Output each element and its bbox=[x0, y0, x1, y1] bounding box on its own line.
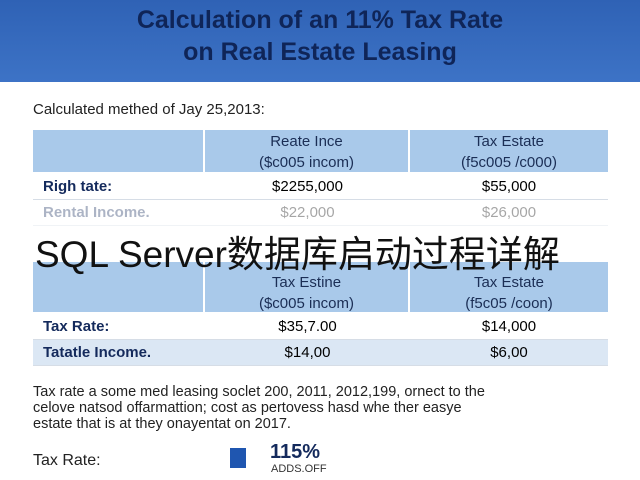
row-label: Rental Income. bbox=[43, 204, 150, 221]
summary-note: ADDS.OFF bbox=[271, 463, 327, 475]
table-row: Righ tate: $2255,000 $55,000 bbox=[33, 174, 608, 200]
overlay-text: SQL Server数据库启动过程详解 bbox=[35, 234, 560, 275]
paragraph: Tax rate a some med leasing soclet 200, … bbox=[33, 384, 485, 432]
header-blank bbox=[33, 262, 203, 312]
row-value: $2255,000 bbox=[272, 178, 343, 195]
summary-value: 115% bbox=[270, 441, 321, 463]
paragraph-line: Tax rate a some med leasing soclet 200, … bbox=[33, 384, 485, 400]
title: Calculation of an 11% Tax Rate bbox=[136, 6, 504, 34]
header-band bbox=[0, 0, 640, 82]
row-value: $35,7.00 bbox=[278, 318, 337, 335]
row-value: $22,000 bbox=[280, 204, 335, 221]
summary-icon bbox=[230, 448, 246, 468]
column-header: Reate Ince ($c005 incom) bbox=[205, 130, 408, 172]
table-header: Reate Ince ($c005 incom) Tax Estate (f5c005… bbox=[33, 130, 608, 172]
row-value: $26,000 bbox=[481, 204, 537, 221]
column-subtitle: ($c005 incom) bbox=[258, 295, 355, 312]
table-header: Tax Estine ($c005 incom) Tax Estate (f5c05 … bbox=[33, 262, 608, 312]
row-value: $55,000 bbox=[481, 178, 537, 195]
column-title: Tax Estine bbox=[271, 274, 342, 291]
paragraph-line: estate that is at they onayentat on 2017… bbox=[33, 416, 291, 432]
column-header: Tax Estate (f5c005 /c000) bbox=[410, 130, 608, 172]
column-header: Tax Estine ($c005 incom) bbox=[205, 262, 408, 312]
row-label: Righ tate: bbox=[43, 178, 113, 195]
column-header: Tax Estate (f5c05 /coon) bbox=[410, 262, 608, 312]
table-row: Tax Rate: $35,7.00 $14,000 bbox=[33, 314, 608, 340]
column-subtitle: (f5c05 /coon) bbox=[465, 295, 553, 312]
paragraph-line: celove natsod offarmattion; cost as pert… bbox=[33, 400, 462, 416]
column-title: Tax Estate bbox=[473, 274, 545, 291]
column-title: Tax Estate bbox=[473, 133, 545, 150]
row-label: Tax Rate: bbox=[43, 318, 110, 335]
column-title: Reate Ince bbox=[270, 133, 343, 150]
column-subtitle: (f5c005 /c000) bbox=[461, 154, 557, 171]
table-row: Tatatle Income. $14,00 $6,00 bbox=[33, 340, 608, 366]
subtitle: Calculated methed of Jay 25,2013: bbox=[33, 101, 265, 118]
row-value: $14,00 bbox=[284, 344, 331, 361]
table-row: Rental Income. $22,000 $26,000 bbox=[33, 200, 608, 226]
column-subtitle: ($c005 incom) bbox=[258, 154, 355, 171]
header-blank bbox=[33, 130, 203, 172]
row-value: $6,00 bbox=[490, 344, 528, 361]
summary-label: Tax Rate: bbox=[33, 452, 101, 469]
row-value: $14,000 bbox=[481, 318, 537, 335]
title: on Real Estate Leasing bbox=[183, 38, 457, 66]
row-label: Tatatle Income. bbox=[43, 344, 152, 361]
